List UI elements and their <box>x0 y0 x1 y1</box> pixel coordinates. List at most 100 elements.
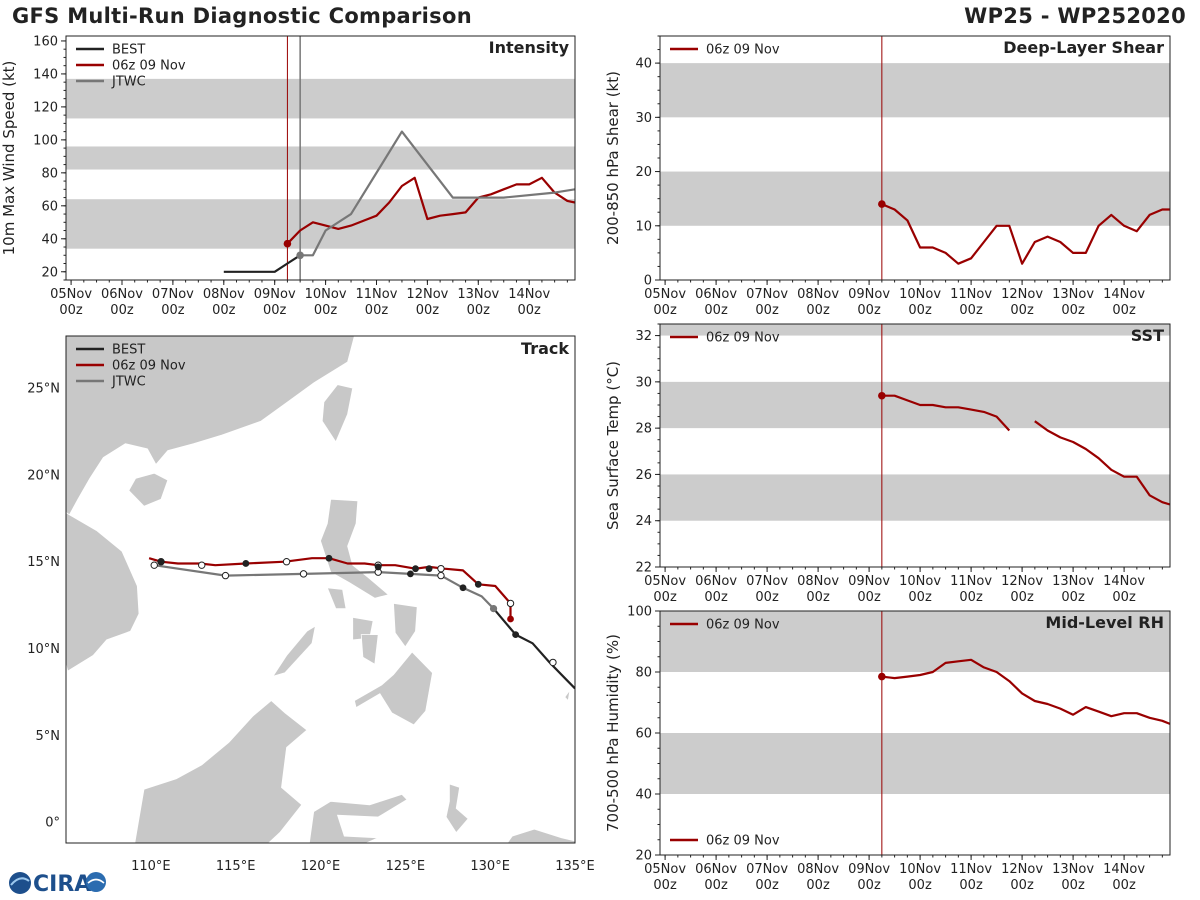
y-tick-label: 20 <box>41 265 58 280</box>
x-tick-label: 08Nov <box>203 287 245 302</box>
x-tick-label: 14Nov <box>1103 287 1145 302</box>
land-mindanao <box>353 651 433 726</box>
plot-frame <box>659 35 1171 281</box>
x-tick-hour: 00z <box>110 303 134 318</box>
track-marker-filled <box>157 558 165 566</box>
threshold-band <box>66 78 575 119</box>
y-tick-label: 80 <box>635 666 652 681</box>
y-tick-label: 60 <box>41 199 58 214</box>
y-tick-label: 15°N <box>27 555 60 570</box>
threshold-band <box>660 474 1170 521</box>
y-tick-label: 100 <box>33 133 58 148</box>
x-tick-label: 12Nov <box>1001 574 1043 589</box>
land-samar-leyte <box>393 602 418 648</box>
map-frame <box>65 335 576 844</box>
y-tick-label: 40 <box>41 232 58 247</box>
y-tick-label: 20°N <box>27 468 60 483</box>
track-marker-open <box>282 558 291 566</box>
y-tick-label: 40 <box>635 788 652 803</box>
panel-sst: 05Nov00z06Nov00z07Nov00z08Nov00z09Nov00z… <box>604 323 1171 605</box>
x-tick-hour: 00z <box>908 303 932 318</box>
panel-intensity: 05Nov00z06Nov00z07Nov00z08Nov00z09Nov00z… <box>0 34 576 318</box>
y-axis-label: 200-850 hPa Shear (kt) <box>604 71 622 245</box>
track-marker-filled <box>407 570 414 578</box>
x-tick-label: 09Nov <box>848 287 890 302</box>
track-marker-gfs <box>374 563 382 571</box>
x-tick-label: 130°E <box>470 859 510 874</box>
track-line-best <box>492 607 575 690</box>
series-group <box>878 391 1170 506</box>
x-tick-hour: 00z <box>1010 878 1034 893</box>
x-tick-label: 14Nov <box>1103 862 1145 877</box>
threshold-band <box>660 611 1170 672</box>
jtwc-start-point <box>296 251 304 260</box>
y-tick-label: 32 <box>635 329 652 344</box>
x-tick-label: 08Nov <box>797 287 839 302</box>
logo-text: CIRA <box>33 872 91 897</box>
land-palawan <box>272 625 316 677</box>
x-tick-label: 08Nov <box>797 862 839 877</box>
cira-logo-icon: CIRA <box>9 872 106 897</box>
x-tick-hour: 00z <box>857 878 881 893</box>
x-tick-hour: 00z <box>161 303 185 318</box>
x-tick-hour: 00z <box>1112 590 1136 605</box>
series-group <box>878 200 1170 265</box>
x-tick-hour: 00z <box>908 878 932 893</box>
plot-frame <box>659 610 1171 856</box>
land-vietnam <box>66 511 140 672</box>
logo-swirl <box>10 877 30 886</box>
panel-title: Track <box>521 339 569 358</box>
series-line-gfs <box>881 658 1170 725</box>
x-tick-label: 10Nov <box>305 287 347 302</box>
threshold-band <box>660 381 1170 429</box>
track-marker-gfs <box>242 560 250 567</box>
x-tick-hour: 00z <box>653 878 677 893</box>
y-tick-label: 20 <box>635 165 652 180</box>
x-tick-label: 10Nov <box>899 862 941 877</box>
series-group <box>878 658 1170 725</box>
y-tick-label: 26 <box>635 468 652 483</box>
panel-title: Intensity <box>489 38 570 57</box>
x-tick-label: 135°E <box>555 859 595 874</box>
y-tick-label: 30 <box>635 111 652 126</box>
x-tick-hour: 00z <box>1112 303 1136 318</box>
x-tick-hour: 00z <box>755 878 779 893</box>
track-marker-jtwc <box>221 571 230 580</box>
y-tick-label: 140 <box>33 67 58 82</box>
x-tick-label: 110°E <box>131 859 171 874</box>
series-line-jtwc <box>300 130 575 257</box>
x-tick-hour: 00z <box>416 303 440 318</box>
y-tick-label: 0° <box>45 816 60 831</box>
panel-track: 110°E 115°E 120°E 125°E 130°E 135°E 0° 5°N 10°N 1… <box>27 335 595 874</box>
y-tick-label: 120 <box>33 100 58 115</box>
y-axis-label: 700-500 hPa Humidity (%) <box>604 634 622 832</box>
legend-label: 06z 09 Nov <box>706 331 780 346</box>
x-tick-label: 115°E <box>216 859 256 874</box>
x-tick-hour: 00z <box>653 303 677 318</box>
x-tick-label: 06Nov <box>695 574 737 589</box>
legend-label: BEST <box>112 343 145 358</box>
threshold-band <box>660 324 1170 336</box>
x-tick-label: 14Nov <box>1103 574 1145 589</box>
legend-label: BEST <box>112 43 145 58</box>
threshold-band <box>660 733 1170 794</box>
logo-globe <box>9 872 31 894</box>
threshold-band <box>660 171 1170 226</box>
y-tick-label: 20 <box>635 849 652 864</box>
x-tick-hour: 00z <box>806 878 830 893</box>
x-tick-label: 120°E <box>301 859 341 874</box>
track-marker-gfs <box>412 565 419 573</box>
x-tick-hour: 00z <box>1061 878 1085 893</box>
land-halmahera <box>445 783 469 834</box>
plot-frame <box>65 35 576 281</box>
series-line-gfs <box>881 203 1170 265</box>
x-tick-hour: 00z <box>908 590 932 605</box>
panel-rh: 05Nov00z06Nov00z07Nov00z08Nov00z09Nov00z… <box>604 605 1171 893</box>
x-tick-label: 125°E <box>386 859 426 874</box>
y-axis-label: Sea Surface Temp (°C) <box>604 361 622 530</box>
panel-title: Deep-Layer Shear <box>1003 38 1164 57</box>
x-tick-hour: 00z <box>1010 590 1034 605</box>
plot-background <box>660 324 1170 567</box>
x-tick-label: 11Nov <box>356 287 398 302</box>
